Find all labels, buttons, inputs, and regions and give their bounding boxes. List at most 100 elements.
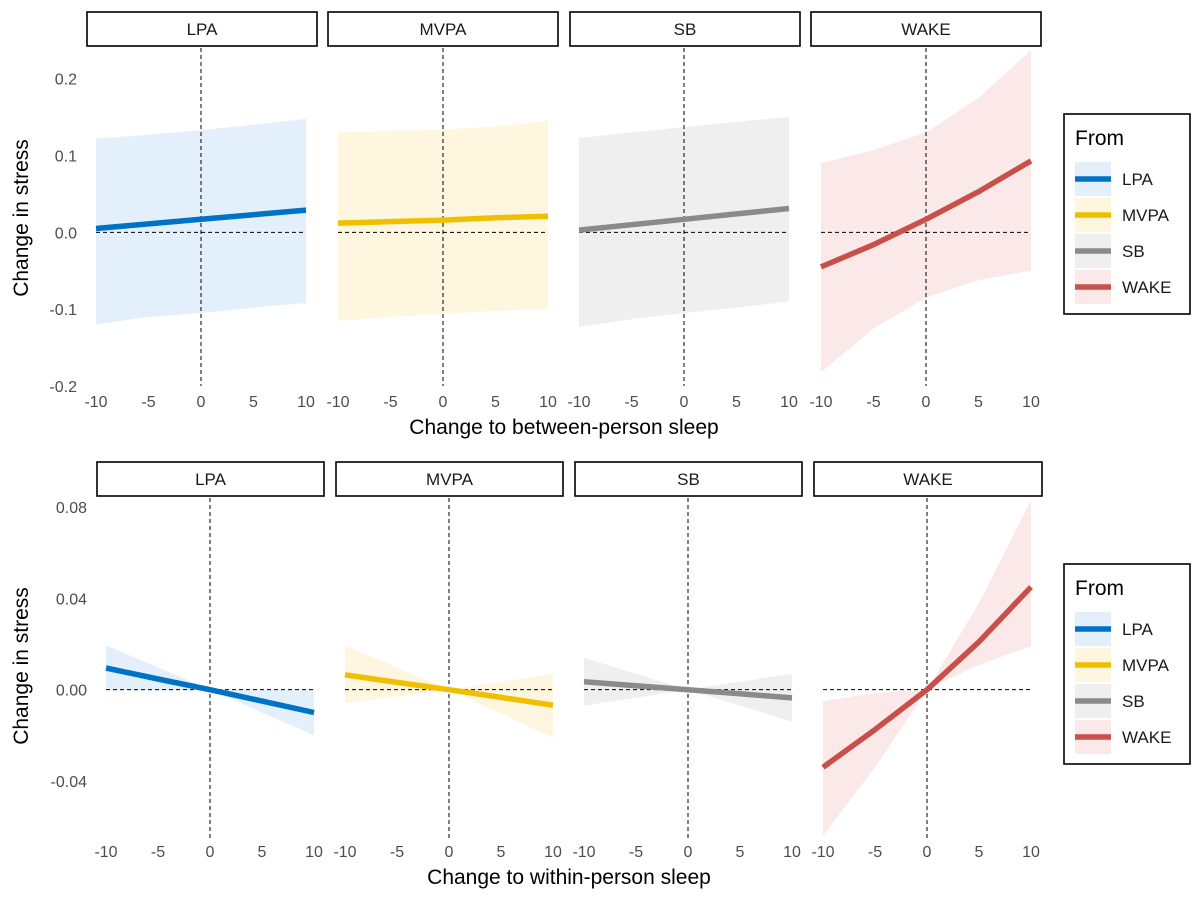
x-axis-title: Change to within-person sleep — [427, 866, 711, 889]
x-tick-label: 5 — [736, 844, 745, 861]
legend-label: LPA — [1122, 620, 1154, 639]
y-tick-label: -0.04 — [51, 774, 88, 791]
series-line-lpa — [95, 207, 307, 232]
legend-label: MVPA — [1122, 206, 1170, 225]
x-tick-label: -10 — [809, 394, 832, 411]
legend-entry-lpa: LPA — [1075, 612, 1154, 646]
y-tick-label: 0.2 — [55, 72, 77, 89]
y-axis-title: Change in stress — [10, 139, 33, 297]
x-tick-label: 0 — [197, 394, 206, 411]
x-tick-label: -10 — [572, 844, 595, 861]
x-tick-label: -10 — [811, 844, 834, 861]
legend-entry-lpa: LPA — [1075, 162, 1154, 196]
x-tick-label: -5 — [629, 844, 643, 861]
x-tick-label: 5 — [491, 394, 500, 411]
facet-strip — [327, 11, 559, 47]
x-tick-label: -5 — [383, 394, 397, 411]
x-tick-label: 0 — [439, 394, 448, 411]
facet-strip — [335, 461, 564, 497]
y-axis-title: Change in stress — [10, 587, 33, 745]
facet-panel-wake: WAKE -10 -5 0 5 10 — [811, 461, 1043, 861]
facet-panel-sb: SB -10 -5 0 5 10 — [572, 461, 803, 861]
facet-panel-sb: SB -10 -5 0 5 10 — [567, 11, 801, 411]
facet-strip-label: SB — [674, 20, 697, 39]
facet-strip — [810, 11, 1042, 47]
legend-label: SB — [1122, 692, 1145, 711]
legend-label: SB — [1122, 242, 1145, 261]
y-tick-label: 0.0 — [55, 225, 77, 242]
y-tick-label: -0.2 — [49, 379, 77, 396]
facet-panel-lpa: LPA -10 -5 0 5 10 — [84, 11, 318, 411]
x-tick-label: -5 — [390, 844, 404, 861]
x-tick-label: 10 — [544, 844, 562, 861]
legend-label: WAKE — [1122, 728, 1171, 747]
legend-entry-wake: WAKE — [1075, 720, 1171, 754]
facet-strip-label: SB — [677, 470, 700, 489]
x-tick-label: 10 — [539, 394, 557, 411]
facet-strip-label: WAKE — [901, 20, 950, 39]
confidence-ribbon — [584, 657, 792, 722]
legend-entry-mvpa: MVPA — [1075, 648, 1170, 682]
legend: From LPA MVPA SB WAKE — [1063, 563, 1191, 765]
x-tick-label: 10 — [780, 394, 798, 411]
x-axis-title: Change to between-person sleep — [409, 416, 718, 439]
legend-label: MVPA — [1122, 656, 1170, 675]
x-tick-label: 10 — [305, 844, 323, 861]
facet-strip-label: LPA — [187, 20, 219, 39]
x-tick-label: 5 — [732, 394, 741, 411]
x-tick-label: 0 — [206, 844, 215, 861]
x-tick-label: 0 — [680, 394, 689, 411]
facet-strip-label: LPA — [195, 470, 227, 489]
x-tick-label: -10 — [567, 394, 590, 411]
x-tick-label: 10 — [297, 394, 315, 411]
x-tick-label: 5 — [974, 394, 983, 411]
series-line-mvpa — [344, 672, 554, 708]
x-tick-label: -5 — [868, 844, 882, 861]
x-tick-label: 5 — [258, 844, 267, 861]
facet-strip — [96, 461, 325, 497]
legend-entry-sb: SB — [1075, 234, 1145, 268]
legend: From LPA MVPA SB WAKE — [1063, 113, 1191, 315]
facet-panel-lpa: LPA -10 -5 0 5 10 — [94, 461, 325, 861]
legend-label: LPA — [1122, 170, 1154, 189]
facet-strip — [86, 11, 318, 47]
legend-entry-mvpa: MVPA — [1075, 198, 1170, 232]
series-line-mvpa — [337, 213, 549, 226]
facet-strip-label: MVPA — [420, 20, 468, 39]
x-tick-label: 0 — [923, 844, 932, 861]
legend-label: WAKE — [1122, 278, 1171, 297]
y-tick-label: 0.08 — [56, 500, 87, 517]
x-tick-label: -5 — [151, 844, 165, 861]
legend-entry-wake: WAKE — [1075, 270, 1171, 304]
series-line-sb — [578, 205, 790, 233]
facet-strip — [813, 461, 1043, 497]
x-tick-label: -5 — [866, 394, 880, 411]
y-tick-label: 0.04 — [56, 591, 87, 608]
x-tick-label: -5 — [141, 394, 155, 411]
facet-strip-label: WAKE — [903, 470, 952, 489]
y-tick-label: 0.1 — [55, 149, 77, 166]
chart-1: -0.2 -0.1 0.0 0.1 0.2 Change in stress Change … — [10, 11, 1191, 439]
y-tick-label: -0.1 — [49, 302, 77, 319]
facet-panel-mvpa: MVPA -10 -5 0 5 10 — [326, 11, 559, 411]
series-line-wake — [819, 158, 1033, 270]
x-tick-label: 5 — [975, 844, 984, 861]
x-tick-label: 5 — [497, 844, 506, 861]
series-line-wake — [821, 585, 1033, 770]
x-tick-label: -10 — [84, 394, 107, 411]
x-tick-label: 0 — [445, 844, 454, 861]
series-line-sb — [583, 678, 793, 701]
confidence-ribbon — [345, 645, 553, 738]
legend-entry-sb: SB — [1075, 684, 1145, 718]
x-tick-label: 0 — [922, 394, 931, 411]
x-tick-label: -10 — [326, 394, 349, 411]
facet-panel-wake: WAKE -10 -5 0 5 10 — [809, 11, 1042, 411]
chart-2: -0.04 0.00 0.04 0.08 Change in stress Change … — [10, 461, 1191, 889]
legend-title: From — [1075, 127, 1124, 150]
facet-strip — [574, 461, 803, 497]
legend-title: From — [1075, 577, 1124, 600]
x-tick-label: -10 — [94, 844, 117, 861]
facet-strip — [569, 11, 801, 47]
facet-panel-mvpa: MVPA -10 -5 0 5 10 — [333, 461, 564, 861]
